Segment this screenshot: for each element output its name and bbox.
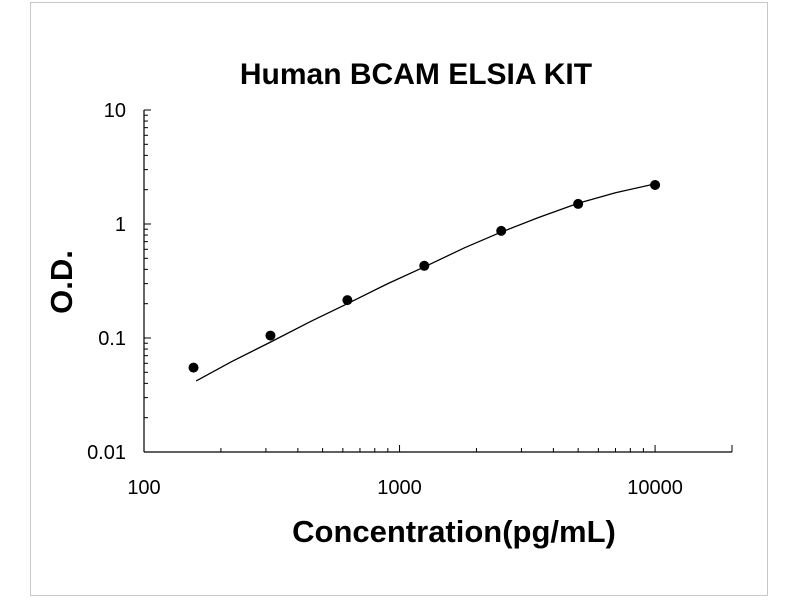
y-axis-label: O.D. bbox=[44, 250, 79, 314]
x-tick-label: 100 bbox=[127, 477, 160, 499]
data-point bbox=[419, 260, 430, 271]
data-point bbox=[342, 295, 353, 306]
data-point bbox=[650, 179, 661, 190]
y-tick-label: 1 bbox=[115, 214, 126, 236]
fit-curve-line bbox=[195, 183, 656, 382]
fit-curve bbox=[195, 183, 656, 382]
data-point bbox=[265, 330, 276, 341]
axes bbox=[143, 109, 733, 453]
y-tick-label: 0.01 bbox=[87, 442, 126, 464]
data-points bbox=[188, 179, 661, 373]
y-tick-label: 10 bbox=[104, 100, 126, 122]
x-tick-label: 1000 bbox=[377, 477, 422, 499]
x-tick-label: 10000 bbox=[627, 477, 683, 499]
tick-labels: 0.01 0.1 1 10 100 1000 10000 bbox=[87, 100, 683, 499]
chart-title: Human BCAM ELSIA KIT bbox=[240, 58, 592, 91]
x-axis-label: Concentration(pg/mL) bbox=[292, 514, 616, 549]
data-point bbox=[188, 362, 199, 373]
data-point bbox=[496, 225, 507, 236]
data-point bbox=[573, 198, 584, 209]
chart-frame bbox=[30, 2, 768, 596]
y-tick-label: 0.1 bbox=[98, 328, 126, 350]
